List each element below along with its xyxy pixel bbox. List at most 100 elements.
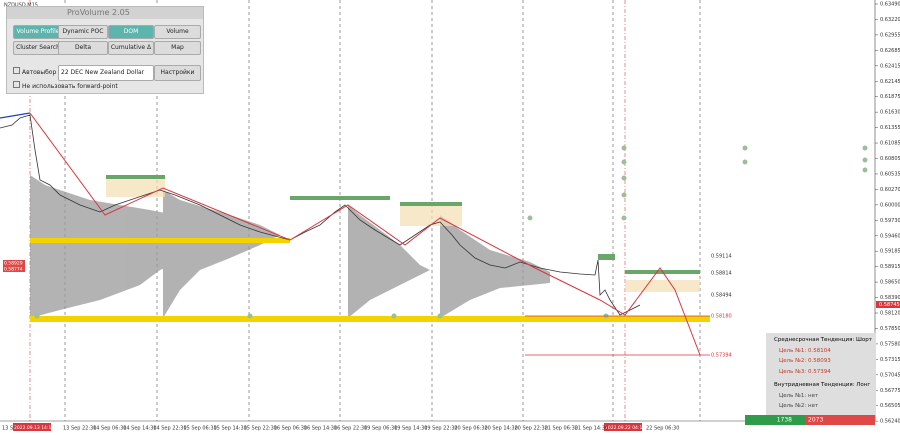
time-marker: 2022.09.13 14:15: [14, 425, 54, 431]
target: Цель №2: нет: [779, 403, 819, 409]
time-label: 16 Sep 06:30: [274, 426, 307, 432]
price-label: 0.57315: [880, 357, 900, 363]
price-label: 0.60805: [880, 156, 900, 162]
price-label: 0.58120: [880, 311, 900, 317]
panel-button[interactable]: Delta: [58, 41, 108, 55]
price-label: 0.62685: [880, 48, 900, 54]
price-label: 0.62955: [880, 32, 900, 38]
price-label: 0.60535: [880, 171, 900, 177]
current-price-box: [876, 301, 900, 308]
time-label: 15 Sep 22:30: [244, 426, 277, 432]
price-label: 0.59730: [880, 218, 900, 224]
price-line: [0, 114, 641, 316]
level-label: 0.58180: [711, 314, 732, 320]
panel-button[interactable]: Volume: [154, 25, 201, 39]
price-label: 0.61085: [880, 141, 900, 147]
target: Цель №1: нет: [779, 392, 819, 399]
time-label: 16 Sep 22:30: [334, 426, 367, 432]
panel-button[interactable]: Cluster Search: [13, 41, 63, 55]
time-label: 19 Sep 14:30: [394, 426, 427, 432]
mid-trend: Среднесрочная Тенденция: Шорт: [774, 337, 872, 343]
time-label: 20 Sep 06:30: [454, 426, 487, 432]
level-box: [3, 260, 25, 266]
price-label: 0.59185: [880, 249, 900, 255]
zigzag: [29, 112, 701, 356]
price-label: 0.63490: [880, 2, 900, 8]
poc-band: [30, 316, 710, 322]
panel-button[interactable]: DOM: [108, 25, 154, 39]
forward-point-label: Не использовать forward-point: [22, 83, 118, 90]
level-label: 0.58929: [4, 261, 23, 267]
current-price: 0.58745: [879, 302, 900, 308]
time-label: 15 Sep 14:30: [214, 426, 247, 432]
target: Цель №2: 0.58093: [779, 358, 831, 364]
time-label: 14 Sep 22:30: [153, 426, 186, 432]
auto-select[interactable]: Автовыбор: [13, 67, 56, 79]
price-label: 0.60000: [880, 202, 900, 208]
forward-point[interactable]: Не использовать forward-point: [13, 81, 118, 91]
panel-button[interactable]: Volume Profile: [13, 25, 63, 39]
time-marker-box: [604, 423, 642, 431]
price-label: 0.61630: [880, 110, 900, 116]
time-label: 21 Sep 14:30: [575, 426, 608, 432]
poc-band: [30, 238, 290, 243]
panel-button[interactable]: Cumulative Δ: [108, 41, 154, 55]
time-label: 20 Sep 14:30: [484, 426, 517, 432]
level-label: 0.58814: [711, 271, 732, 277]
price-label: 0.56505: [880, 403, 900, 409]
intraday-trend: Внутридневная Тенденция: Лонг: [774, 382, 871, 388]
price-label: 0.61875: [880, 94, 900, 100]
instrument-select[interactable]: 22 DEC New Zealand Dollar: [58, 65, 154, 81]
panel-button[interactable]: Map: [154, 41, 201, 55]
symbol: NZDUSD,M15: [4, 3, 38, 9]
checkbox[interactable]: [13, 67, 20, 74]
time-label: 19 Sep 22:30: [424, 426, 457, 432]
time-marker: 2022.09.22 04:15: [605, 425, 645, 431]
delta-bar-neg: [805, 415, 875, 425]
time-label: 14 Sep 14:30: [123, 426, 156, 432]
price-label: 0.57850: [880, 326, 900, 332]
time-label: 21 Sep 06:30: [545, 426, 578, 432]
level-label: 0.59114: [711, 254, 732, 260]
target: Цель №3: 0.57394: [779, 368, 831, 375]
level-label: 0.57394: [711, 353, 732, 359]
time-label: 19 Sep 06:30: [364, 426, 397, 432]
time-label: 13 Sep 22:30: [63, 426, 96, 432]
price-label: 0.62145: [880, 79, 900, 85]
settings-button[interactable]: Настройки: [154, 65, 201, 81]
time-label: 22 Sep 06:30: [646, 426, 679, 432]
time-label: 20 Sep 22:30: [515, 426, 548, 432]
price-label: 0.63220: [880, 17, 900, 23]
target: Цель №1: 0.58104: [779, 347, 831, 354]
price-label: 0.57045: [880, 372, 900, 378]
panel-button[interactable]: Dynamic POC: [58, 25, 108, 39]
panel-title: ProVolume 2.05: [7, 7, 203, 19]
price-label: 0.58915: [880, 264, 900, 270]
price-label: 0.58650: [880, 280, 900, 286]
price-label: 0.59460: [880, 233, 900, 239]
auto-select-label: Автовыбор: [22, 69, 57, 76]
price-label: 0.60270: [880, 187, 900, 193]
delta-buy: 1738: [777, 417, 792, 424]
time-marker-box: [13, 423, 51, 431]
level-label: 0.58774: [4, 267, 23, 273]
level-box: [3, 266, 25, 272]
trend-info: Среднесрочная Тенденция: Шорт Цель №1: 0.…: [766, 333, 876, 415]
delta-sell: 2073: [808, 417, 823, 424]
time-label: 16 Sep 14:30: [304, 426, 337, 432]
time-label: 15 Sep 06:30: [183, 426, 216, 432]
level-dots: [34, 145, 868, 319]
price-label: 0.57580: [880, 341, 900, 347]
time-label: 14 Sep 06:30: [93, 426, 126, 432]
price-label: 0.61355: [880, 125, 900, 131]
provolume-panel: ProVolume 2.05 Volume Profile Dynamic POC…: [6, 6, 204, 94]
price-label: 0.56775: [880, 388, 900, 394]
level-label: 0.58494: [711, 293, 732, 299]
trend-line: [0, 112, 31, 119]
price-label: 0.58390: [880, 295, 900, 301]
checkbox[interactable]: [13, 81, 20, 88]
price-label: 0.62415: [880, 63, 900, 69]
volume-profiles: [30, 175, 550, 318]
